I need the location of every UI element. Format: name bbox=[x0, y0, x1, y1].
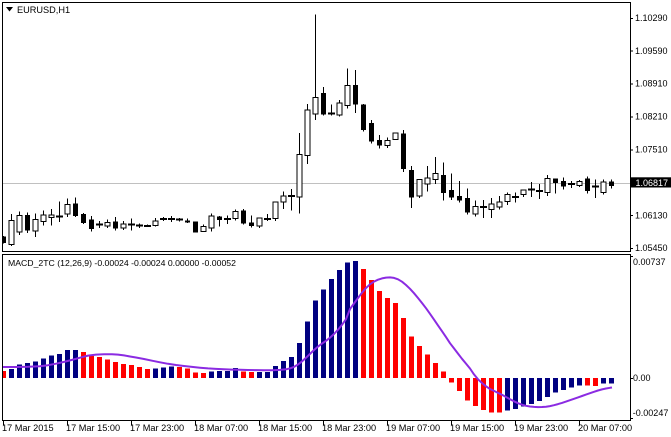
svg-text:1.08910: 1.08910 bbox=[635, 79, 668, 89]
svg-text:20 Mar 07:00: 20 Mar 07:00 bbox=[578, 423, 632, 433]
svg-text:EURUSD,H1: EURUSD,H1 bbox=[17, 5, 70, 15]
svg-text:MACD_2TC (12,26,9) -0.00024 -0: MACD_2TC (12,26,9) -0.00024 -0.00024 0.0… bbox=[8, 258, 236, 268]
svg-text:1.06130: 1.06130 bbox=[635, 210, 668, 220]
svg-text:1.08210: 1.08210 bbox=[635, 112, 668, 122]
svg-text:1.10290: 1.10290 bbox=[635, 13, 668, 23]
svg-text:19 Mar 07:00: 19 Mar 07:00 bbox=[386, 423, 440, 433]
svg-text:0.00: 0.00 bbox=[633, 373, 651, 383]
svg-text:1.07510: 1.07510 bbox=[635, 145, 668, 155]
svg-text:0.00737: 0.00737 bbox=[633, 257, 666, 267]
svg-text:19 Mar 23:00: 19 Mar 23:00 bbox=[514, 423, 568, 433]
svg-text:1.05450: 1.05450 bbox=[635, 243, 668, 253]
svg-text:17 Mar 15:00: 17 Mar 15:00 bbox=[66, 423, 120, 433]
svg-text:18 Mar 15:00: 18 Mar 15:00 bbox=[258, 423, 312, 433]
svg-text:17 Mar 23:00: 17 Mar 23:00 bbox=[130, 423, 184, 433]
svg-text:18 Mar 07:00: 18 Mar 07:00 bbox=[194, 423, 248, 433]
svg-text:17 Mar 2015: 17 Mar 2015 bbox=[2, 423, 54, 433]
svg-text:19 Mar 15:00: 19 Mar 15:00 bbox=[450, 423, 504, 433]
svg-text:-0.00247: -0.00247 bbox=[633, 408, 669, 418]
svg-text:1.09590: 1.09590 bbox=[635, 46, 668, 56]
svg-text:18 Mar 23:00: 18 Mar 23:00 bbox=[322, 423, 376, 433]
svg-text:1.06817: 1.06817 bbox=[636, 178, 669, 188]
